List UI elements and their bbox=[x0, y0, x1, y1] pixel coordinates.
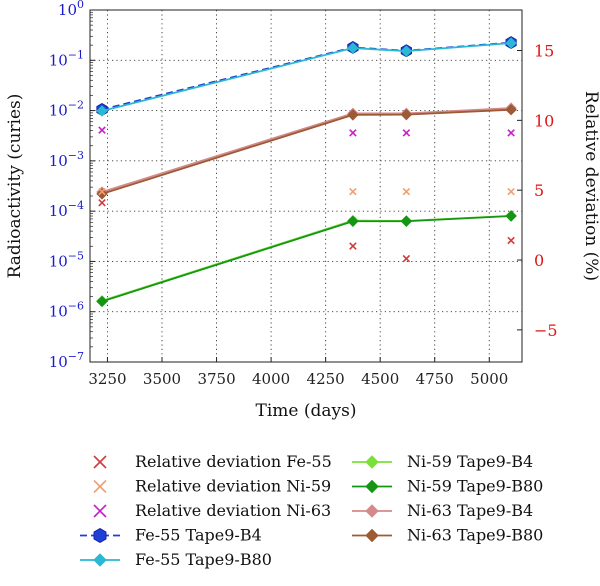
data-point bbox=[98, 126, 106, 134]
series-ni-63-tape9-b4 bbox=[96, 102, 517, 198]
legend-swatch bbox=[93, 528, 107, 543]
data-point bbox=[400, 215, 413, 227]
y-tick-label: 10−4 bbox=[49, 199, 84, 220]
y2-tick-label: 10 bbox=[534, 111, 554, 130]
legend-label: Relative deviation Ni-63 bbox=[135, 501, 331, 520]
gridlines bbox=[90, 10, 522, 362]
y-tick-label: 10−6 bbox=[49, 300, 84, 321]
y2-axis-label: Relative deviation (%) bbox=[581, 91, 600, 281]
data-point bbox=[402, 187, 411, 196]
x-tick-label: 3750 bbox=[197, 370, 235, 388]
data-point bbox=[347, 109, 359, 121]
x-tick-label: 4750 bbox=[416, 370, 454, 388]
y-tick-label: 10−2 bbox=[49, 99, 84, 120]
data-point bbox=[402, 254, 411, 263]
legend-swatch bbox=[93, 553, 107, 567]
series-ni-59-tape9-b4 bbox=[96, 210, 517, 307]
x-tick-label: 4000 bbox=[252, 370, 290, 388]
y-tick-label: 10−1 bbox=[49, 48, 84, 69]
x-tick-label: 4250 bbox=[307, 370, 345, 388]
data-point bbox=[505, 37, 517, 49]
legend-label: Ni-63 Tape9-B4 bbox=[407, 501, 533, 520]
series-group bbox=[96, 36, 517, 308]
data-point bbox=[402, 129, 411, 137]
legend: Relative deviation Fe-55 Relative deviati… bbox=[80, 452, 543, 569]
legend-label: Ni-59 Tape9-B80 bbox=[407, 477, 543, 496]
series-relative-deviation-fe-55 bbox=[98, 198, 515, 263]
data-point bbox=[347, 42, 359, 54]
legend-swatch bbox=[365, 528, 379, 543]
legend-entry: Ni-63 Tape9-B80 bbox=[352, 526, 543, 545]
data-point bbox=[507, 187, 515, 196]
x-tick-label: 3500 bbox=[143, 370, 181, 388]
data-point bbox=[507, 129, 515, 137]
legend-label: Relative deviation Ni-59 bbox=[135, 477, 331, 496]
data-point bbox=[505, 210, 517, 222]
series-line bbox=[101, 41, 512, 111]
data-point bbox=[96, 188, 108, 200]
y2-tick-label: −5 bbox=[534, 321, 558, 340]
legend-entry: Ni-63 Tape9-B4 bbox=[352, 501, 533, 520]
series-line bbox=[101, 108, 512, 195]
series-line bbox=[101, 107, 512, 193]
legend-label: Fe-55 Tape9-B80 bbox=[135, 550, 272, 569]
x-tick-label: 5000 bbox=[470, 370, 508, 388]
legend-label: Ni-59 Tape9-B4 bbox=[407, 452, 533, 471]
data-point bbox=[96, 105, 108, 117]
series-relative-deviation-ni-59 bbox=[98, 187, 515, 196]
series-line bbox=[101, 215, 512, 303]
y2-tick-label: 5 bbox=[534, 181, 544, 200]
y2-tick-label: 0 bbox=[534, 251, 544, 270]
legend-entry: Fe-55 Tape9-B4 bbox=[80, 526, 262, 545]
legend-entry: Fe-55 Tape9-B80 bbox=[80, 550, 272, 569]
x-axis-label: Time (days) bbox=[256, 401, 357, 421]
data-point bbox=[349, 242, 357, 250]
legend-swatch bbox=[365, 455, 379, 469]
data-point bbox=[400, 45, 413, 57]
legend-entry: Relative deviation Fe-55 bbox=[93, 452, 332, 471]
data-point bbox=[400, 108, 413, 121]
data-point bbox=[98, 187, 106, 196]
legend-swatch bbox=[93, 479, 107, 494]
data-point bbox=[349, 129, 357, 137]
y-tick-label: 10−7 bbox=[49, 350, 84, 371]
legend-swatch bbox=[93, 504, 107, 518]
legend-entry: Ni-59 Tape9-B80 bbox=[352, 477, 543, 496]
axes: 3250 3500 3750 4000 4250 4500 4750 5000 10−7 10−6… bbox=[49, 0, 558, 388]
legend-entry: Relative deviation Ni-59 bbox=[93, 477, 331, 496]
legend-entry: Relative deviation Ni-63 bbox=[93, 501, 331, 520]
data-point bbox=[347, 215, 359, 227]
series-ni-63-tape9-b80 bbox=[96, 104, 517, 200]
data-point bbox=[505, 104, 517, 116]
x-tick-label: 3250 bbox=[88, 370, 126, 388]
legend-label: Relative deviation Fe-55 bbox=[135, 452, 332, 471]
x-tick-label: 4500 bbox=[361, 370, 399, 388]
y2-tick-label: 15 bbox=[534, 42, 554, 61]
legend-swatch bbox=[365, 479, 379, 494]
series-relative-deviation-ni-63 bbox=[98, 126, 515, 137]
series-fe-55-tape9-b80 bbox=[96, 37, 517, 117]
y-tick-label: 10−5 bbox=[49, 249, 84, 270]
y-tick-label: 10−3 bbox=[49, 149, 84, 170]
series-line bbox=[101, 42, 512, 112]
data-point bbox=[349, 187, 357, 196]
legend-swatch bbox=[365, 504, 379, 518]
series-ni-59-tape9-b80 bbox=[96, 210, 517, 308]
y-tick-label: 100 bbox=[58, 0, 84, 19]
data-point bbox=[96, 295, 108, 308]
series-line bbox=[101, 214, 512, 302]
legend-label: Ni-63 Tape9-B80 bbox=[407, 526, 543, 545]
legend-label: Fe-55 Tape9-B4 bbox=[135, 526, 262, 545]
legend-swatch bbox=[93, 455, 107, 469]
plot-frame bbox=[89, 9, 523, 363]
legend-entry: Ni-59 Tape9-B4 bbox=[352, 452, 533, 471]
data-point bbox=[507, 236, 515, 245]
y-axis-label: Radioactivity (curies) bbox=[5, 94, 25, 279]
data-point bbox=[98, 198, 106, 207]
